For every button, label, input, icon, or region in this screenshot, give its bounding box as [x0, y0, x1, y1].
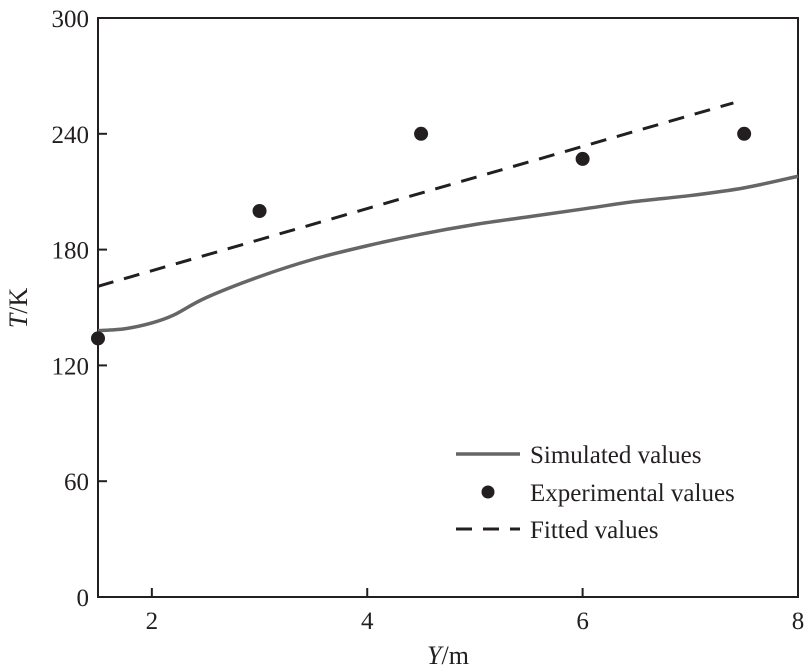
x-axis-label: Y/m: [427, 641, 469, 670]
series-line-fitted: [97, 101, 734, 288]
plot-area-border: [97, 17, 799, 598]
plot-frame: [97, 17, 799, 598]
y-tick-label: 240: [52, 122, 90, 149]
y-tick-label: 180: [52, 238, 90, 265]
x-tick-label: 4: [361, 608, 374, 635]
data-point-experimental: [575, 151, 590, 166]
data-point-experimental: [91, 331, 105, 346]
x-tick-label: 8: [792, 608, 805, 635]
y-tick-label: 60: [64, 469, 89, 496]
y-tick-label: 120: [52, 353, 90, 380]
x-tick-label: 2: [146, 608, 159, 635]
data-point-experimental: [737, 126, 752, 141]
series-line-simulated: [97, 174, 799, 333]
y-axis-ticks: 0 60 120 180 240 300: [52, 6, 107, 612]
data-point-experimental: [252, 204, 267, 218]
y-axis-label: T/K: [4, 288, 33, 329]
x-tick-label: 6: [576, 608, 589, 635]
legend-label-fitted: Fitted values: [530, 517, 658, 544]
legend-label-simulated: Simulated values: [530, 442, 702, 469]
legend-label-experimental: Experimental values: [530, 480, 735, 507]
series-layer: [91, 101, 799, 346]
data-point-experimental: [414, 126, 429, 141]
y-tick-label: 300: [52, 6, 90, 33]
legend-swatch-experimental: [481, 485, 495, 499]
x-axis-ticks: 2 4 6 8: [146, 588, 805, 635]
legend: Simulated values Experimental values Fit…: [456, 442, 735, 544]
y-tick-label: 0: [77, 585, 90, 612]
